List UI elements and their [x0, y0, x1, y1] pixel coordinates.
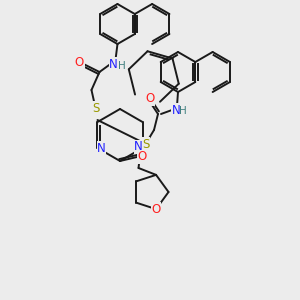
Text: H: H: [118, 61, 125, 71]
Text: H: H: [179, 106, 187, 116]
Text: S: S: [92, 101, 99, 115]
Text: N: N: [134, 140, 143, 154]
Text: O: O: [146, 92, 154, 106]
Text: O: O: [152, 202, 161, 216]
Text: N: N: [109, 58, 118, 70]
Text: N: N: [172, 103, 180, 116]
Text: O: O: [137, 151, 147, 164]
Text: N: N: [97, 142, 106, 154]
Text: O: O: [75, 56, 84, 68]
Text: S: S: [142, 137, 150, 151]
